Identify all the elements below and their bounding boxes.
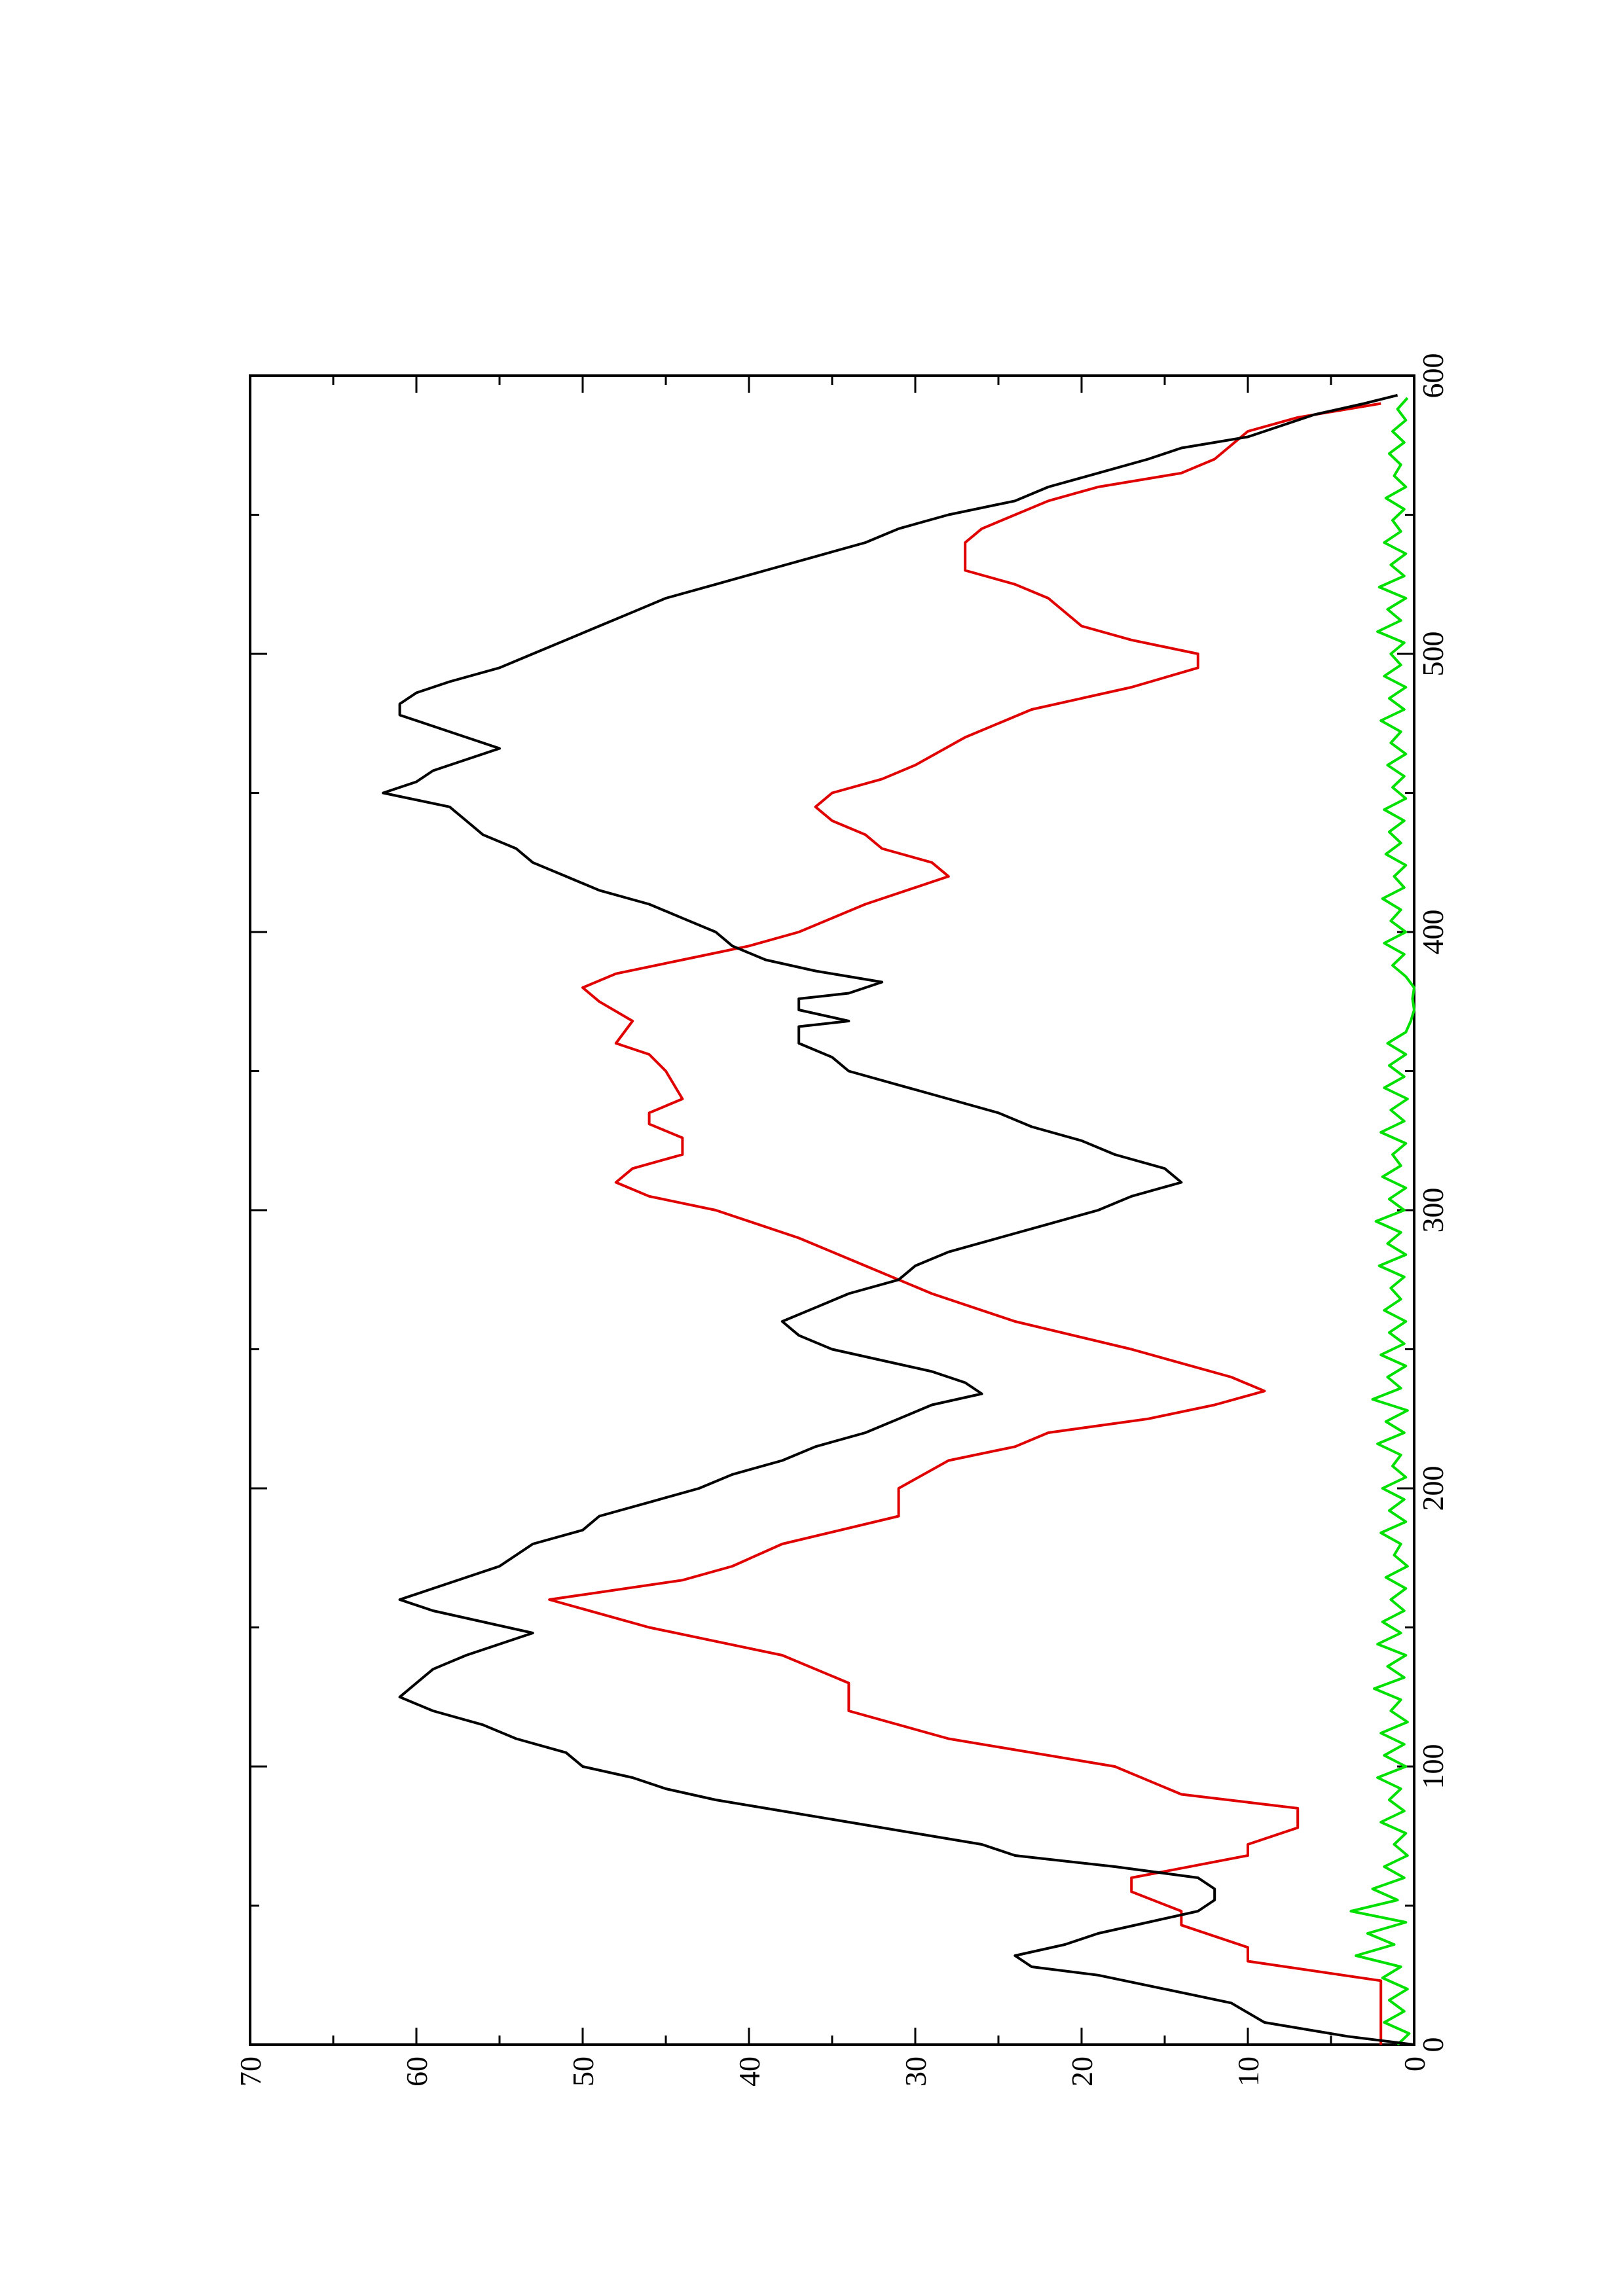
- x-tick-label: 200: [1416, 1466, 1450, 1511]
- x-tick-label: 300: [1416, 1188, 1450, 1233]
- y-tick-label: 30: [899, 2056, 932, 2087]
- y-tick-label: 70: [234, 2056, 267, 2087]
- x-tick-label: 400: [1416, 910, 1450, 955]
- y-tick-label: 20: [1065, 2056, 1099, 2087]
- y-tick-label: 0: [1398, 2056, 1431, 2072]
- x-tick-label: 0: [1416, 2037, 1450, 2053]
- y-tick-label: 40: [733, 2056, 766, 2087]
- y-tick-label: 50: [566, 2056, 600, 2087]
- x-tick-label: 500: [1416, 632, 1450, 677]
- x-tick-label: 600: [1416, 353, 1450, 399]
- series-line-1: [548, 402, 1383, 2045]
- plot-frame: [249, 374, 1415, 2046]
- y-tick-label: 10: [1231, 2056, 1265, 2087]
- x-tick-label: 100: [1416, 1744, 1450, 1789]
- series-line-0: [382, 393, 1415, 2046]
- y-tick-label: 60: [400, 2056, 433, 2087]
- tick-marks: [249, 374, 1415, 2046]
- series-line-2: [1349, 397, 1415, 2046]
- series-layer: [382, 393, 1415, 2046]
- tick-labels: 0 100 200 300 400 500 600 0 10 20 30 40 50 60 70: [234, 353, 1450, 2087]
